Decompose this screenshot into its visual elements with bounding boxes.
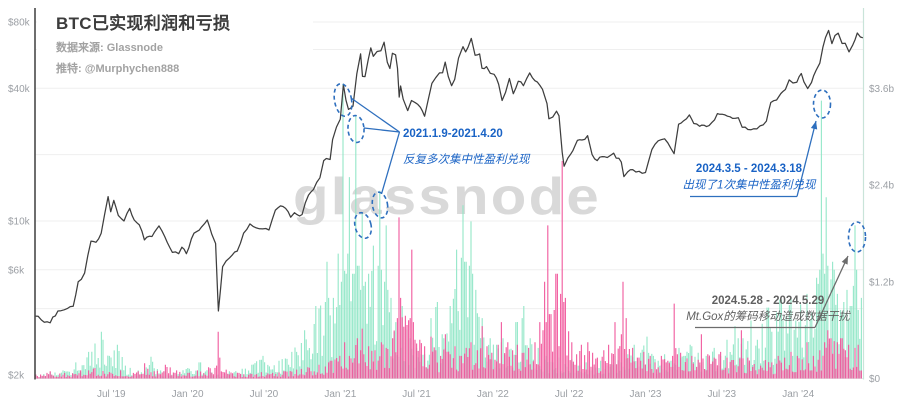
y-right-label: $0 (869, 374, 881, 385)
arrow-head (841, 256, 848, 265)
leader-line (350, 97, 400, 133)
highlight-ellipse (371, 191, 389, 219)
axes: $80k $40k $10k $6k $2k $3.6b $2.4b $1.2b $0 Jul '… (8, 8, 894, 400)
highlight-ellipse (812, 89, 832, 119)
arrow-head (810, 121, 818, 130)
chart-title: BTC已实现利润和亏损 (56, 14, 231, 33)
annotation-desc: Mt.Gox的筹码移动造成数据干扰 (686, 310, 851, 323)
y-left-label: $10k (8, 217, 31, 228)
data-source-line: 数据来源: Glassnode (56, 42, 163, 54)
annotation-date: 2021.1.9-2021.4.20 (403, 128, 503, 140)
annotations: 2021.1.9-2021.4.20 反复多次集中性盈利兑现 2024.3.5 - … (333, 82, 867, 329)
title-block: BTC已实现利润和亏损 数据来源: Glassnode 推特: @Murphyc… (56, 9, 230, 76)
y-left-label: $2k (8, 370, 25, 381)
annotation-desc: 出现了1次集中性盈利兑现 (683, 179, 817, 192)
y-left-label: $40k (8, 84, 31, 95)
highlight-ellipse (847, 221, 867, 253)
x-tick-label: Jan '21 (324, 389, 356, 400)
annotation-date: 2024.5.28 - 2024.5.29 (712, 295, 825, 307)
title-backing (37, 5, 313, 68)
y-right-label: $1.2b (869, 277, 894, 288)
x-tick-label: Jan '23 (630, 389, 662, 400)
twitter-line: 推特: @Murphychen888 (56, 63, 180, 75)
y-right-label: $3.6b (869, 84, 894, 95)
x-tick-label: Jul '20 (250, 389, 279, 400)
x-tick-label: Jan '24 (782, 389, 814, 400)
leader-arrow (796, 120, 817, 197)
y-right-label: $2.4b (869, 181, 894, 192)
highlight-ellipse (353, 211, 373, 240)
x-tick-label: Jul '21 (402, 389, 431, 400)
leader-line (363, 127, 400, 133)
annotation-date: 2024.3.5 - 2024.3.18 (696, 163, 803, 175)
x-tick-label: Jan '20 (172, 389, 204, 400)
x-tick-label: Jul '23 (708, 389, 737, 400)
btc-price-line (34, 29, 864, 324)
leader-line (380, 131, 401, 195)
x-tick-label: Jul '22 (555, 389, 584, 400)
glassnode-watermark: glassnode (293, 168, 601, 226)
x-tick-label: Jan '22 (477, 389, 509, 400)
leader-arrow (814, 255, 849, 328)
y-left-label: $80k (8, 18, 31, 29)
y-left-label: $6k (8, 265, 25, 276)
x-tick-label: Jul '19 (97, 389, 126, 400)
annotation-desc: 反复多次集中性盈利兑现 (403, 153, 531, 166)
